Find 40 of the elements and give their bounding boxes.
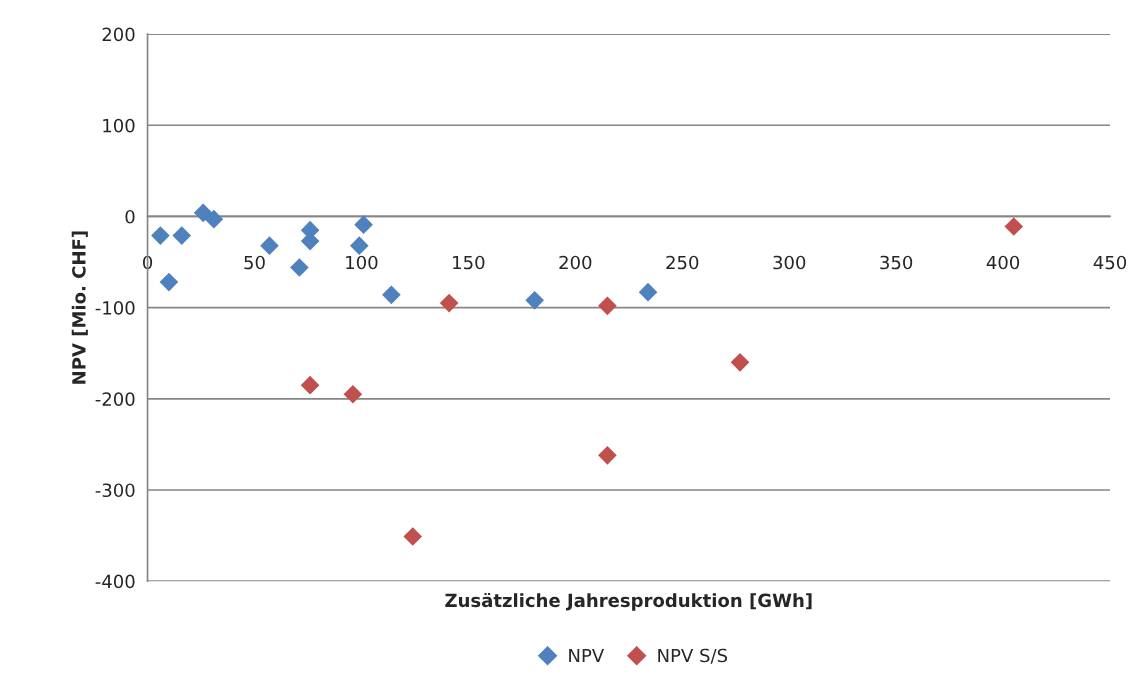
point bbox=[204, 209, 224, 229]
point bbox=[1004, 217, 1024, 236]
x-tick-label: 450 bbox=[1093, 255, 1127, 270]
point bbox=[172, 226, 192, 245]
y-tick-label: 100 bbox=[103, 118, 135, 133]
point bbox=[403, 527, 423, 546]
x-tick-label: 300 bbox=[773, 255, 806, 270]
point bbox=[730, 353, 750, 372]
point bbox=[598, 296, 617, 316]
legend-label: NPV S/S bbox=[658, 648, 728, 664]
y-axis-title: NPV [Mio. CHF] bbox=[71, 231, 88, 384]
point bbox=[343, 384, 363, 404]
point bbox=[439, 293, 459, 313]
x-tick-label: 250 bbox=[666, 255, 699, 270]
point bbox=[300, 375, 320, 395]
y-tick-label: 0 bbox=[125, 209, 135, 224]
x-tick-label: 350 bbox=[880, 255, 913, 270]
x-tick-label: 150 bbox=[453, 255, 485, 270]
point bbox=[382, 285, 401, 305]
y-tick-label: -100 bbox=[95, 301, 135, 315]
point bbox=[354, 215, 373, 234]
x-tick-label: 50 bbox=[244, 255, 265, 270]
legend-label: NPV bbox=[569, 648, 605, 663]
x-axis-title: Zusätzliche Jahresproduktion [GWh] bbox=[445, 592, 812, 611]
x-tick-label: 100 bbox=[346, 255, 378, 270]
x-tick-label: 400 bbox=[986, 255, 1020, 270]
point bbox=[159, 272, 179, 292]
y-tick-label: -300 bbox=[95, 483, 135, 498]
point bbox=[151, 226, 170, 245]
y-tick-label: -400 bbox=[95, 574, 135, 589]
point bbox=[290, 258, 309, 277]
y-tick-label: -200 bbox=[95, 392, 135, 406]
point bbox=[193, 203, 213, 223]
point bbox=[525, 291, 544, 310]
point bbox=[598, 446, 617, 465]
x-tick-label: 200 bbox=[559, 255, 592, 270]
point bbox=[638, 282, 658, 302]
point bbox=[260, 236, 279, 255]
y-tick-label: 200 bbox=[102, 27, 135, 42]
point bbox=[349, 236, 369, 255]
